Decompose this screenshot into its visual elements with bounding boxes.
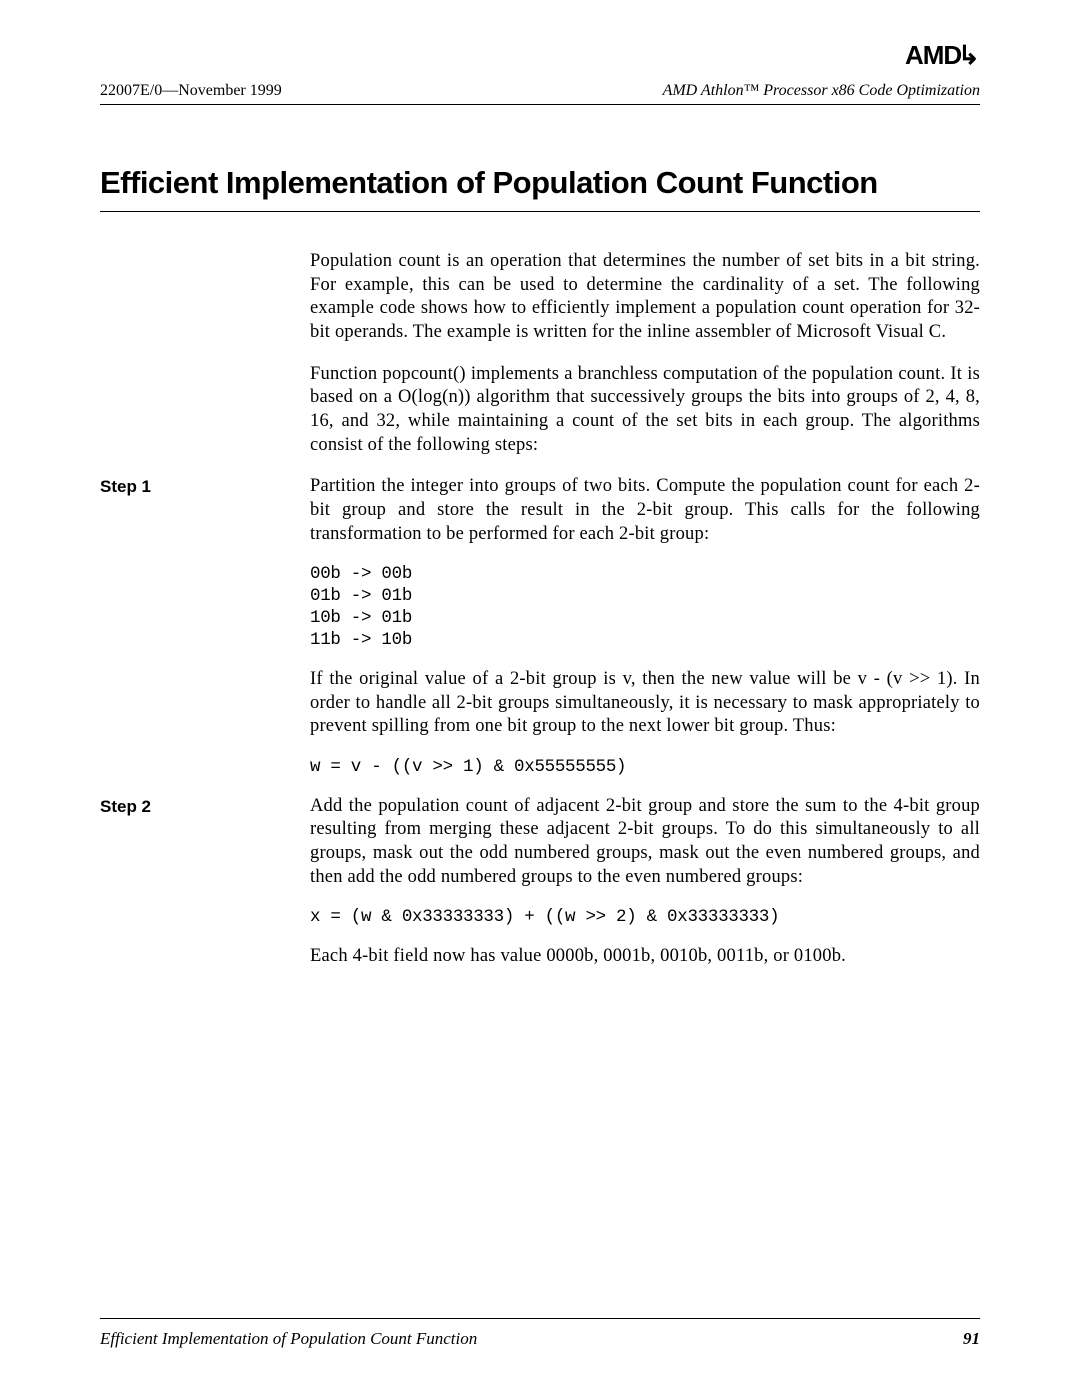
page: AMD↲ 22007E/0—November 1999 AMD Athlon™ … — [0, 0, 1080, 1397]
step-1-paragraph-1: Partition the integer into groups of two… — [310, 475, 980, 546]
step-2-code-1: x = (w & 0x33333333) + ((w >> 2) & 0x333… — [310, 907, 980, 929]
logo-text: AMD — [905, 40, 961, 70]
amd-logo: AMD↲ — [905, 40, 980, 71]
section-title: Efficient Implementation of Population C… — [100, 165, 980, 212]
step-1-paragraph-2: If the original value of a 2-bit group i… — [310, 668, 980, 739]
step-2-label: Step 2 — [100, 797, 151, 817]
step-2-paragraph-1: Add the population count of adjacent 2-b… — [310, 795, 980, 890]
step-2-block: Step 2 Add the population count of adjac… — [310, 795, 980, 890]
intro-paragraph-2: Function popcount() implements a branchl… — [310, 363, 980, 458]
header-doc-title: AMD Athlon™ Processor x86 Code Optimizat… — [663, 82, 980, 100]
header-rule — [100, 104, 980, 105]
body-column: Population count is an operation that de… — [310, 250, 980, 969]
footer-rule — [100, 1318, 980, 1319]
step-2-paragraph-2: Each 4-bit field now has value 0000b, 00… — [310, 945, 980, 969]
step-1-code-1: 00b -> 00b 01b -> 01b 10b -> 01b 11b -> … — [310, 564, 980, 652]
footer-section-title: Efficient Implementation of Population C… — [100, 1329, 477, 1349]
header-doc-id: 22007E/0—November 1999 — [100, 82, 282, 100]
step-1-block: Step 1 Partition the integer into groups… — [310, 475, 980, 546]
step-1-code-2: w = v - ((v >> 1) & 0x55555555) — [310, 757, 980, 779]
intro-paragraph-1: Population count is an operation that de… — [310, 250, 980, 345]
step-1-label: Step 1 — [100, 477, 151, 497]
logo-mark-icon: ↲ — [959, 40, 980, 71]
footer-page-number: 91 — [963, 1329, 980, 1349]
